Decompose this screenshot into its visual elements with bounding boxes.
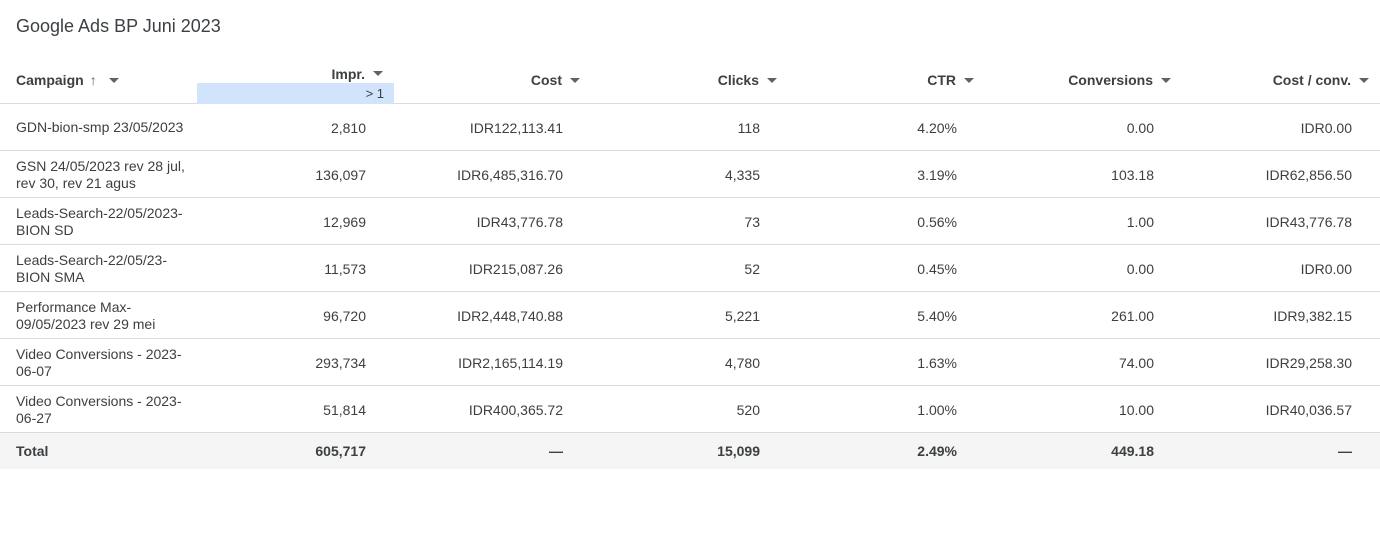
cost-value: IDR400,365.72 bbox=[468, 401, 563, 418]
conversions-value: 261.00 bbox=[1111, 307, 1154, 324]
campaign-table: Campaign ↑ Impr. Cost Clicks CTR Convers… bbox=[0, 56, 1380, 469]
impr-value: 293,734 bbox=[315, 354, 366, 371]
caret-down-icon[interactable] bbox=[1161, 77, 1171, 83]
ctr-value: 5.40% bbox=[917, 307, 957, 324]
conversions-value: 0.00 bbox=[1126, 119, 1154, 136]
column-header-impr-label: Impr. bbox=[331, 66, 365, 82]
campaign-name[interactable]: GDN-bion-smp 23/05/2023 bbox=[16, 119, 184, 135]
cost-per-conv-value: IDR0.00 bbox=[1300, 260, 1352, 277]
campaign-name[interactable]: Performance Max-09/05/2023 rev 29 mei bbox=[16, 298, 156, 332]
table-row: Leads-Search-22/05/23-BION SMA 11,573 IDR2… bbox=[0, 245, 1380, 292]
column-header-cost-per-conv-label: Cost / conv. bbox=[1272, 72, 1351, 88]
total-ctr: 2.49% bbox=[917, 443, 957, 459]
column-header-campaign-label: Campaign bbox=[16, 72, 84, 88]
report-title: Google Ads BP Juni 2023 bbox=[16, 16, 221, 36]
column-header-cost-label: Cost bbox=[530, 72, 562, 88]
column-header-cost[interactable]: Cost bbox=[394, 56, 591, 104]
clicks-value: 118 bbox=[737, 119, 760, 136]
campaign-name[interactable]: Leads-Search-22/05/2023-BION SD bbox=[16, 204, 183, 238]
cost-value: IDR2,448,740.88 bbox=[457, 307, 563, 324]
cost-value: IDR43,776.78 bbox=[476, 213, 563, 230]
conversions-value: 0.00 bbox=[1126, 260, 1154, 277]
impr-value: 2,810 bbox=[330, 119, 366, 136]
table-row: Video Conversions - 2023-06-07 293,734 IDR… bbox=[0, 339, 1380, 386]
column-header-clicks[interactable]: Clicks bbox=[591, 56, 788, 104]
column-header-cost-per-conv[interactable]: Cost / conv. bbox=[1182, 56, 1380, 104]
caret-down-icon[interactable] bbox=[570, 77, 580, 83]
impr-filter-chip[interactable]: > 1 bbox=[197, 83, 394, 104]
cost-per-conv-value: IDR9,382.15 bbox=[1273, 307, 1352, 324]
clicks-value: 5,221 bbox=[724, 307, 760, 324]
column-header-clicks-label: Clicks bbox=[717, 72, 759, 88]
clicks-value: 4,780 bbox=[724, 354, 760, 371]
table-row: GSN 24/05/2023 rev 28 jul, rev 30, rev 2… bbox=[0, 151, 1380, 198]
impr-value: 51,814 bbox=[323, 401, 366, 418]
cost-per-conv-value: IDR40,036.57 bbox=[1265, 401, 1352, 418]
clicks-value: 520 bbox=[736, 401, 760, 418]
total-cost: — bbox=[549, 443, 563, 459]
caret-down-icon[interactable] bbox=[373, 71, 383, 76]
table-body: GDN-bion-smp 23/05/2023 2,810 IDR122,113.4… bbox=[0, 104, 1380, 433]
conversions-value: 10.00 bbox=[1118, 401, 1154, 418]
campaign-name[interactable]: Leads-Search-22/05/23-BION SMA bbox=[16, 251, 167, 285]
table-row: Leads-Search-22/05/2023-BION SD 12,969 IDR… bbox=[0, 198, 1380, 245]
table-header: Campaign ↑ Impr. Cost Clicks CTR Convers… bbox=[0, 56, 1380, 104]
impr-value: 136,097 bbox=[315, 166, 366, 183]
cost-per-conv-value: IDR29,258.30 bbox=[1265, 354, 1352, 371]
cost-per-conv-value: IDR62,856.50 bbox=[1265, 166, 1352, 183]
cost-value: IDR2,165,114.19 bbox=[458, 354, 563, 371]
cost-value: IDR215,087.26 bbox=[468, 260, 563, 277]
ctr-value: 1.63% bbox=[917, 354, 957, 371]
impr-value: 96,720 bbox=[323, 307, 366, 324]
ctr-value: 4.20% bbox=[917, 119, 957, 136]
ctr-value: 0.45% bbox=[917, 260, 957, 277]
conversions-value: 103.18 bbox=[1111, 166, 1154, 183]
clicks-value: 52 bbox=[744, 260, 760, 277]
cost-per-conv-value: IDR0.00 bbox=[1300, 119, 1352, 136]
total-clicks: 15,099 bbox=[717, 443, 760, 459]
ctr-value: 1.00% bbox=[917, 401, 957, 418]
column-header-ctr[interactable]: CTR bbox=[788, 56, 985, 104]
caret-down-icon[interactable] bbox=[108, 77, 119, 83]
ctr-value: 0.56% bbox=[917, 213, 957, 230]
campaign-name[interactable]: GSN 24/05/2023 rev 28 jul, rev 30, rev 2… bbox=[16, 157, 185, 191]
caret-down-icon[interactable] bbox=[964, 77, 974, 83]
impr-value: 11,573 bbox=[324, 260, 366, 277]
clicks-value: 4,335 bbox=[724, 166, 760, 183]
table-row: Video Conversions - 2023-06-27 51,814 IDR4… bbox=[0, 386, 1380, 433]
clicks-value: 73 bbox=[744, 213, 760, 230]
cost-value: IDR6,485,316.70 bbox=[457, 166, 563, 183]
total-label: Total bbox=[16, 443, 49, 459]
caret-down-icon[interactable] bbox=[1359, 77, 1369, 83]
column-header-conversions[interactable]: Conversions bbox=[985, 56, 1182, 104]
table-row: GDN-bion-smp 23/05/2023 2,810 IDR122,113.4… bbox=[0, 104, 1380, 151]
column-header-conversions-label: Conversions bbox=[1068, 72, 1153, 88]
cost-per-conv-value: IDR43,776.78 bbox=[1265, 213, 1352, 230]
cost-value: IDR122,113.41 bbox=[469, 119, 563, 136]
total-impr: 605,717 bbox=[315, 443, 366, 459]
column-header-ctr-label: CTR bbox=[927, 72, 956, 88]
campaign-name[interactable]: Video Conversions - 2023-06-07 bbox=[16, 345, 182, 379]
conversions-value: 1.00 bbox=[1126, 213, 1154, 230]
total-cost-per-conv: — bbox=[1338, 443, 1352, 459]
table-row: Performance Max-09/05/2023 rev 29 mei 96,… bbox=[0, 292, 1380, 339]
campaign-name[interactable]: Video Conversions - 2023-06-27 bbox=[16, 392, 182, 426]
total-row: Total 605,717 — 15,099 2.49% 449.18 — bbox=[0, 433, 1380, 469]
column-header-impr[interactable]: Impr. bbox=[197, 56, 394, 104]
impr-value: 12,969 bbox=[323, 213, 366, 230]
conversions-value: 74.00 bbox=[1118, 354, 1154, 371]
caret-down-icon[interactable] bbox=[767, 77, 777, 83]
column-header-campaign[interactable]: Campaign ↑ bbox=[16, 56, 119, 104]
ctr-value: 3.19% bbox=[917, 166, 957, 183]
total-conversions: 449.18 bbox=[1111, 443, 1154, 459]
arrow-upward-icon[interactable]: ↑ bbox=[89, 72, 97, 88]
